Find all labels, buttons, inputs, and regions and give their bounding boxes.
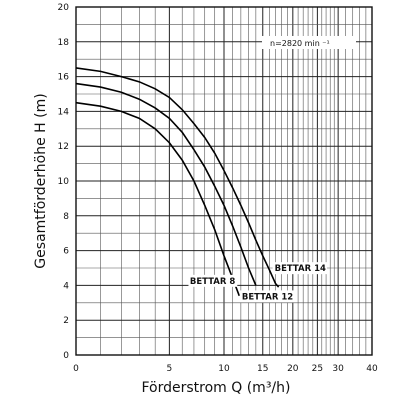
tick-labels: 0 5 10 15 20 25 30 40 0 2 4 6 8 10 12 14 16 18 20 [58,3,378,374]
y-tick-label: 0 [63,351,69,361]
y-tick-label: 18 [58,38,70,48]
series-labels: BETTAR 8 BETTAR 12 BETTAR 14 [188,262,328,303]
y-tick-label: 14 [58,107,70,117]
series-line-bettar-8 [75,101,241,297]
x-tick-label: 0 [73,364,79,374]
x-tick-label: 10 [218,364,230,374]
annotation-background [262,36,356,49]
y-tick-label: 4 [63,281,69,291]
x-tick-label: 20 [287,364,299,374]
y-tick-label: 10 [58,177,70,187]
series-label-background [239,290,295,303]
series-label: BETTAR 14 [275,264,326,274]
plot-frame [75,6,373,356]
y-axis-title: Gesamtförderhöhe H (m) [33,93,49,268]
series-line-bettar-12 [75,82,257,286]
y-tick-label: 2 [63,316,69,326]
y-tick-label: 6 [63,247,69,257]
series-label: BETTAR 8 [190,277,235,287]
x-tick-label: 15 [257,364,268,374]
x-tick-label: 40 [366,364,378,374]
curves [75,67,280,297]
series-label: BETTAR 12 [242,292,293,302]
y-tick-label: 20 [58,3,70,13]
x-tick-label: 30 [332,364,344,374]
y-tick-label: 12 [58,142,69,152]
series-label-background [188,274,238,287]
series-line-bettar-14 [75,67,280,288]
y-tick-label: 16 [58,73,70,83]
grid [75,6,373,356]
speed-annotation: n=2820 min ⁻¹ [270,39,330,48]
x-axis-title: Förderstrom Q (m³/h) [141,380,290,396]
y-tick-label: 8 [63,212,69,222]
x-tick-label: 5 [167,364,173,374]
series-label-background [272,262,328,275]
x-tick-label: 25 [312,364,323,374]
